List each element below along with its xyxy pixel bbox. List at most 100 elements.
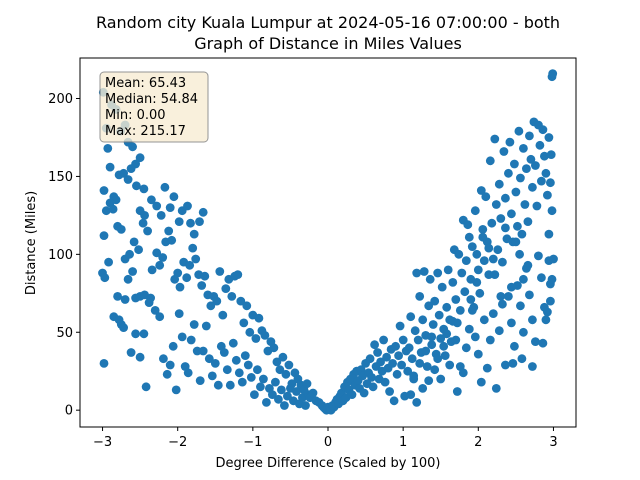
data-point [458, 368, 468, 378]
y-tick-label: 200 [48, 92, 73, 107]
data-point [410, 326, 420, 336]
data-point [531, 337, 540, 346]
data-point [128, 267, 138, 276]
data-point [108, 204, 118, 214]
data-point [182, 273, 192, 283]
data-point [105, 162, 115, 172]
data-point [135, 352, 145, 362]
data-point [546, 150, 556, 160]
data-point [475, 288, 485, 298]
data-point [284, 360, 294, 370]
data-point [281, 369, 291, 379]
data-point [476, 377, 486, 387]
data-point [114, 315, 124, 325]
data-point [231, 355, 241, 365]
data-point [292, 387, 301, 396]
data-point [120, 295, 130, 304]
data-point [430, 365, 440, 375]
data-point [439, 341, 449, 351]
data-point [394, 351, 403, 360]
data-point [164, 226, 174, 236]
data-point [103, 144, 113, 153]
data-point [129, 237, 139, 247]
data-point [406, 312, 416, 322]
data-point [520, 200, 530, 209]
data-point [433, 354, 443, 364]
x-tick-label: −3 [93, 435, 112, 450]
data-point [490, 270, 500, 279]
data-point [262, 398, 271, 407]
data-point [464, 324, 474, 334]
data-point [498, 299, 507, 309]
data-point [523, 217, 533, 227]
data-point [165, 360, 175, 370]
data-point [158, 253, 168, 262]
stats-box-background [99, 71, 209, 143]
data-point [514, 126, 524, 136]
x-tick-label: 0 [324, 435, 332, 450]
data-point [373, 348, 382, 357]
data-point [302, 379, 312, 389]
data-point [436, 374, 446, 384]
data-point [526, 154, 536, 164]
y-axis-ticks: 0 50 100 150 200 [48, 92, 80, 419]
data-point [415, 292, 425, 301]
data-point [516, 173, 525, 183]
data-point [269, 343, 279, 353]
data-point [519, 327, 528, 337]
data-point [467, 242, 477, 252]
x-axis-label: Degree Difference (Scaled by 100) [216, 456, 441, 471]
data-point [436, 334, 446, 343]
data-point [119, 323, 128, 332]
data-point [259, 374, 268, 384]
data-point [174, 309, 184, 318]
data-point [251, 334, 261, 343]
data-point [370, 340, 379, 350]
data-point [473, 265, 483, 275]
data-point [427, 340, 437, 350]
data-point [538, 338, 548, 348]
data-point [461, 343, 471, 353]
data-point [376, 357, 385, 367]
data-point [186, 218, 195, 228]
data-point [508, 359, 518, 368]
data-point [385, 387, 394, 396]
data-point [504, 292, 513, 301]
data-point [254, 313, 264, 323]
data-point [379, 335, 388, 345]
data-point [485, 335, 495, 345]
data-point [188, 243, 198, 253]
data-point [236, 296, 246, 306]
data-point [466, 295, 476, 304]
data-point [389, 396, 399, 406]
data-point [470, 332, 480, 342]
data-point [472, 249, 482, 259]
data-point [183, 368, 193, 378]
data-point [125, 249, 134, 259]
data-point [511, 187, 521, 197]
data-point [427, 332, 437, 342]
data-point [412, 398, 422, 407]
data-point [442, 329, 452, 339]
data-point [422, 362, 432, 371]
data-point [534, 251, 543, 261]
data-point [488, 254, 498, 264]
data-point [159, 354, 168, 364]
data-point [132, 181, 141, 191]
data-point [528, 362, 537, 371]
data-point [123, 274, 133, 284]
data-point [476, 186, 486, 195]
data-point [139, 184, 149, 194]
data-point [455, 306, 465, 315]
data-point [242, 301, 252, 311]
data-point [428, 320, 438, 329]
data-point [365, 354, 375, 364]
chart-title-line-2: Graph of Distance in Miles Values [194, 34, 462, 53]
data-point [445, 360, 455, 370]
data-point [119, 168, 128, 178]
data-point [452, 387, 462, 396]
data-point [278, 352, 288, 362]
data-point [424, 301, 434, 311]
data-point [528, 182, 537, 192]
data-point [448, 316, 458, 326]
